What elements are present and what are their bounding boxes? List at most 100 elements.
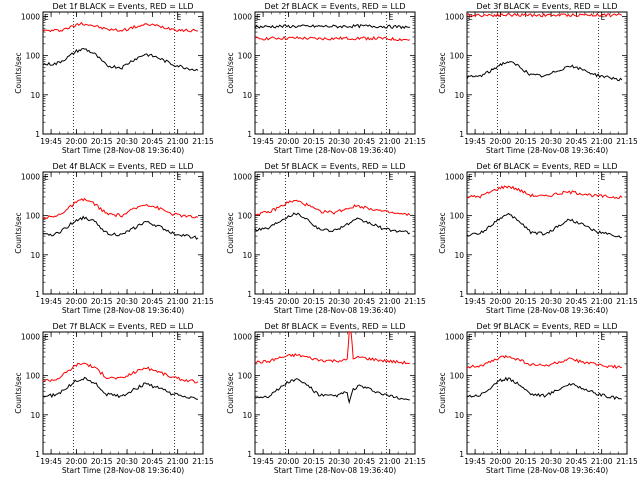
x-tick-label: 21:00 xyxy=(379,297,401,306)
x-tick-label: 20:45 xyxy=(354,297,376,306)
x-tick-label: 21:00 xyxy=(379,137,401,146)
x-tick-label: 21:00 xyxy=(167,297,189,306)
x-tick-label: 21:15 xyxy=(404,457,426,466)
x-tick-label: 21:15 xyxy=(616,297,638,306)
marker-letter: E xyxy=(44,173,49,182)
x-tick-label: 19:45 xyxy=(40,297,62,306)
y-tick-label: 100 xyxy=(26,52,41,61)
y-tick-label: 10 xyxy=(30,91,40,100)
marker-letter: E xyxy=(389,13,394,22)
x-tick-label: 21:00 xyxy=(167,457,189,466)
marker-letter: E xyxy=(389,173,394,182)
x-tick-label: 21:15 xyxy=(404,137,426,146)
series-line-red xyxy=(466,12,623,18)
x-tick-label: 19:45 xyxy=(464,137,486,146)
y-axis-label: Counts/sec xyxy=(226,212,235,253)
x-tick-label: 20:30 xyxy=(116,457,138,466)
x-tick-label: 20:45 xyxy=(142,137,164,146)
y-tick-label: 100 xyxy=(450,52,465,61)
y-tick-label: 100 xyxy=(238,212,253,221)
marker-letter: E xyxy=(177,333,182,342)
x-tick-label: 21:00 xyxy=(591,297,613,306)
x-tick-label: 20:15 xyxy=(91,297,113,306)
series-line-black xyxy=(42,376,198,400)
plot-title: Det 6f BLACK = Events, RED = LLD xyxy=(476,162,617,171)
plot-panel-4: Det 4f BLACK = Events, RED = LLD 1 10 100 10… xyxy=(14,162,214,315)
x-tick-label: 20:15 xyxy=(303,457,325,466)
y-tick-label: 1 xyxy=(247,290,252,299)
x-axis-label: Start Time (28-Nov-08 19:36:40) xyxy=(274,306,396,315)
x-tick-label: 21:15 xyxy=(616,137,638,146)
x-tick-label: 20:30 xyxy=(540,297,562,306)
plot-panel-8: Det 8f BLACK = Events, RED = LLD 1 10 100 10… xyxy=(226,322,426,475)
marker-letter: E xyxy=(468,13,473,22)
y-tick-label: 1000 xyxy=(445,172,464,181)
x-tick-label: 20:45 xyxy=(142,297,164,306)
y-tick-label: 1 xyxy=(247,450,252,459)
plot-panel-7: Det 7f BLACK = Events, RED = LLD 1 10 100 10… xyxy=(14,322,214,475)
y-tick-label: 1 xyxy=(459,290,464,299)
x-tick-label: 20:45 xyxy=(354,137,376,146)
x-tick-label: 20:30 xyxy=(328,457,350,466)
plot-title: Det 4f BLACK = Events, RED = LLD xyxy=(52,162,193,171)
series-line-black xyxy=(466,61,623,82)
plot-frame xyxy=(254,11,416,135)
plot-title: Det 1f BLACK = Events, RED = LLD xyxy=(52,2,193,11)
y-tick-label: 1000 xyxy=(233,12,252,21)
x-tick-label: 20:45 xyxy=(142,457,164,466)
plot-frame xyxy=(254,171,416,295)
marker-letter: E xyxy=(177,13,182,22)
y-axis-label: Counts/sec xyxy=(14,52,23,93)
x-tick-label: 20:15 xyxy=(303,137,325,146)
x-tick-label: 21:00 xyxy=(379,457,401,466)
x-tick-label: 21:15 xyxy=(404,297,426,306)
x-tick-label: 21:15 xyxy=(616,457,638,466)
plot-panel-1: Det 1f BLACK = Events, RED = LLD 1 10 100 10… xyxy=(14,2,214,155)
y-tick-label: 1000 xyxy=(233,172,252,181)
x-tick-label: 20:30 xyxy=(116,137,138,146)
y-tick-label: 1 xyxy=(459,130,464,139)
y-tick-label: 10 xyxy=(242,411,252,420)
x-tick-label: 20:45 xyxy=(566,457,588,466)
y-tick-label: 10 xyxy=(454,411,464,420)
y-axis-label: Counts/sec xyxy=(438,52,447,93)
plot-frame xyxy=(42,331,204,455)
x-tick-label: 20:15 xyxy=(91,457,113,466)
x-tick-label: 19:45 xyxy=(252,297,274,306)
series-line-red xyxy=(42,362,199,384)
x-tick-label: 21:00 xyxy=(167,137,189,146)
y-axis-label: Counts/sec xyxy=(438,212,447,253)
y-tick-label: 10 xyxy=(242,91,252,100)
plot-frame xyxy=(254,331,416,455)
plot-title: Det 7f BLACK = Events, RED = LLD xyxy=(52,322,193,331)
x-tick-label: 20:00 xyxy=(278,137,300,146)
y-tick-label: 10 xyxy=(454,251,464,260)
y-tick-label: 1000 xyxy=(21,172,40,181)
plot-frame xyxy=(42,11,204,135)
marker-letter: E xyxy=(601,333,606,342)
series-line-red xyxy=(254,35,411,42)
y-axis-label: Counts/sec xyxy=(226,52,235,93)
plot-panel-2: Det 2f BLACK = Events, RED = LLD 1 10 100 10… xyxy=(226,2,426,155)
series-line-red xyxy=(466,185,623,200)
marker-letter: E xyxy=(44,13,49,22)
y-tick-label: 100 xyxy=(450,212,465,221)
x-tick-label: 20:30 xyxy=(328,297,350,306)
x-tick-label: 19:45 xyxy=(464,297,486,306)
x-tick-label: 20:15 xyxy=(303,297,325,306)
y-axis-label: Counts/sec xyxy=(226,372,235,413)
marker-letter: E xyxy=(177,173,182,182)
plot-frame xyxy=(466,11,628,135)
x-tick-label: 19:45 xyxy=(252,457,274,466)
x-tick-label: 20:15 xyxy=(91,137,113,146)
x-axis-label: Start Time (28-Nov-08 19:36:40) xyxy=(486,306,608,315)
x-tick-label: 21:15 xyxy=(192,137,214,146)
x-axis-label: Start Time (28-Nov-08 19:36:40) xyxy=(62,306,184,315)
series-line-red xyxy=(466,354,623,370)
y-tick-label: 1 xyxy=(459,450,464,459)
plot-panel-6: Det 6f BLACK = Events, RED = LLD 1 10 100 10… xyxy=(438,162,638,315)
x-tick-label: 19:45 xyxy=(464,457,486,466)
x-tick-label: 20:00 xyxy=(490,137,512,146)
series-line-red xyxy=(254,199,411,217)
